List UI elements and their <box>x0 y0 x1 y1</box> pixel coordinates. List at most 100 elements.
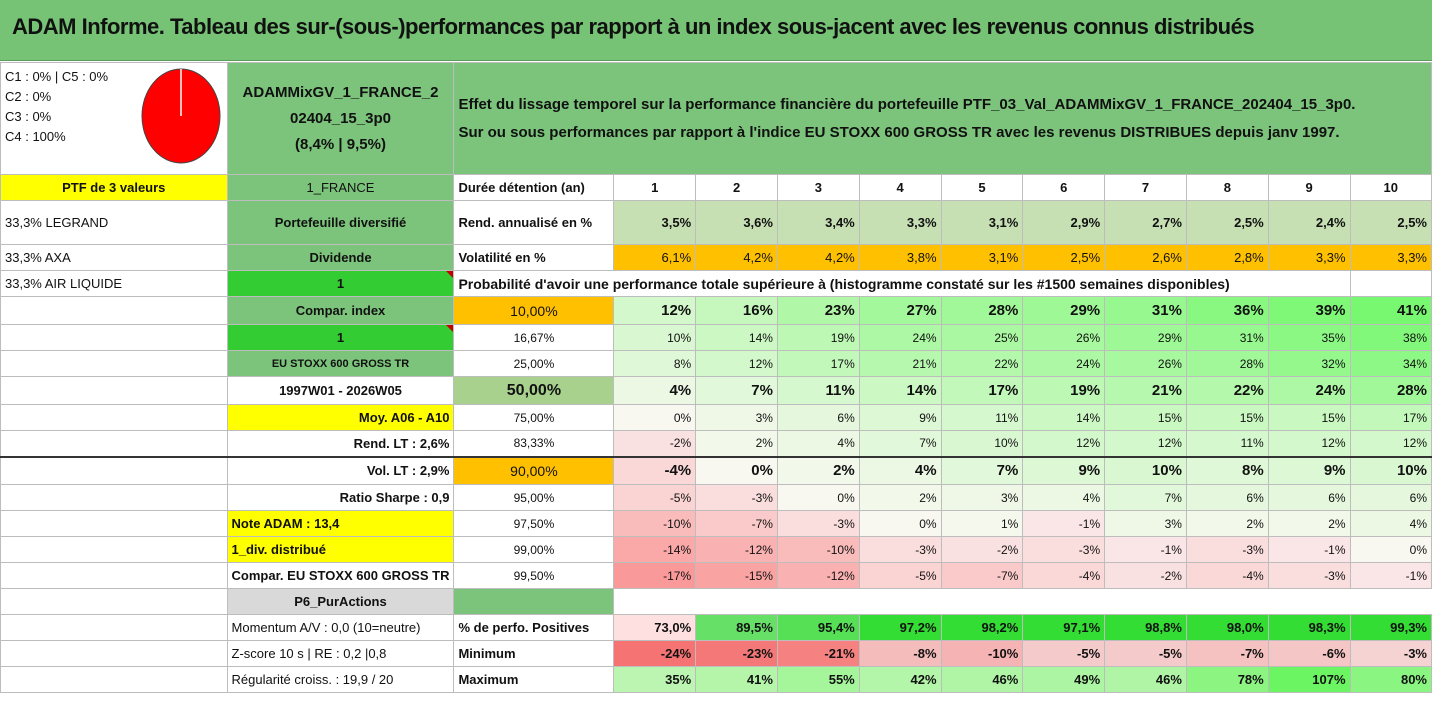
probability-value: 22% <box>1185 376 1269 405</box>
holding-air-liquide: 33,3% AIR LIQUIDE <box>0 270 228 297</box>
probability-value: 25% <box>940 324 1024 351</box>
dividend-flag[interactable]: 1 <box>226 270 455 297</box>
empty-cell <box>0 640 228 667</box>
rend-lt-label[interactable]: Rend. LT : 2,6% <box>226 430 455 458</box>
description-line2: Sur ou sous performances par rapport à l… <box>458 123 1340 141</box>
country-label[interactable]: 1_FRANCE <box>226 174 455 201</box>
empty-cell <box>0 536 228 563</box>
empty-cell <box>0 588 228 615</box>
threshold-value: 75,00% <box>453 404 615 431</box>
empty-cell <box>1350 589 1431 615</box>
vol-value: 2,8% <box>1185 244 1269 271</box>
probability-value: 38% <box>1349 324 1432 351</box>
positives-label: % de perfo. Positives <box>453 614 615 641</box>
year-7: 7 <box>1104 174 1187 201</box>
probability-value: 24% <box>858 324 942 351</box>
rend-value: 2,7% <box>1104 200 1187 245</box>
period-label[interactable]: 1997W01 - 2026W05 <box>226 376 455 405</box>
positives-value: 98,0% <box>1185 614 1269 641</box>
maximum-row: Régularité croiss. : 19,9 / 20 Maximum 35%… <box>0 666 1432 693</box>
compar-index-label[interactable]: Compar. index <box>226 296 455 325</box>
legend-c3: C3 : 0% <box>5 109 52 124</box>
probability-value: -3% <box>776 510 860 537</box>
positives-value: 98,8% <box>1104 614 1187 641</box>
vol-value: 3,3% <box>1267 244 1351 271</box>
minimum-value: -5% <box>1104 640 1187 667</box>
probability-value: 28% <box>1185 350 1269 377</box>
year-9: 9 <box>1267 174 1351 201</box>
probability-value: -3% <box>695 484 778 511</box>
momentum-label: Momentum A/V : 0,0 (10=neutre) <box>226 614 455 641</box>
positives-value: 98,2% <box>940 614 1024 641</box>
threshold-row: Compar. EU STOXX 600 GROSS TR 99,50% -17% -… <box>0 562 1432 589</box>
div-distributed-label[interactable]: 1_div. distribué <box>226 536 455 563</box>
probability-value: 19% <box>776 324 860 351</box>
avg-years-label[interactable]: Moy. A06 - A10 <box>226 404 455 431</box>
probability-value: 14% <box>1022 404 1106 431</box>
maximum-value: 41% <box>695 666 778 693</box>
profile-label[interactable]: P6_PurActions <box>226 588 455 615</box>
probability-value: 7% <box>858 430 942 458</box>
probability-value: 29% <box>1022 296 1106 325</box>
probability-value: -10% <box>613 510 697 537</box>
empty-green-cell <box>453 588 615 615</box>
probability-value: -3% <box>1185 536 1269 563</box>
portfolio-type[interactable]: Portefeuille diversifié <box>226 200 455 245</box>
maximum-label: Maximum <box>453 666 615 693</box>
proba-title: Probabilité d'avoir une performance tota… <box>453 270 1351 297</box>
positives-value: 97,2% <box>858 614 942 641</box>
probability-value: 28% <box>1349 376 1432 405</box>
probability-value: 2% <box>858 484 942 511</box>
allocation-pie-chart <box>141 68 221 164</box>
probability-value: -5% <box>613 484 697 511</box>
positives-value: 98,3% <box>1267 614 1351 641</box>
vol-value: 4,2% <box>776 244 860 271</box>
threshold-value: 99,50% <box>453 562 615 589</box>
adam-note-label[interactable]: Note ADAM : 13,4 <box>226 510 455 537</box>
minimum-value: -23% <box>695 640 778 667</box>
positives-value: 89,5% <box>695 614 778 641</box>
vol-lt-label[interactable]: Vol. LT : 2,9% <box>226 456 455 485</box>
probability-value: 11% <box>1185 430 1269 458</box>
threshold-value: 16,67% <box>453 324 615 351</box>
probability-value: 9% <box>1022 456 1106 485</box>
probability-value: 12% <box>1104 430 1187 458</box>
probability-value: -1% <box>1022 510 1106 537</box>
rend-value: 2,5% <box>1349 200 1432 245</box>
probability-value: 7% <box>695 376 778 405</box>
empty-cell <box>0 404 228 431</box>
probability-value: 3% <box>940 484 1024 511</box>
rend-value: 2,9% <box>1022 200 1106 245</box>
probability-value: 26% <box>1022 324 1106 351</box>
probability-value: 6% <box>776 404 860 431</box>
empty-cell <box>614 589 696 615</box>
minimum-value: -24% <box>613 640 697 667</box>
index-flag[interactable]: 1 <box>226 324 455 351</box>
maximum-value: 55% <box>776 666 860 693</box>
threshold-row: Compar. index 10,00% 12% 16% 23% 27% 28% 29% 31%… <box>0 296 1432 325</box>
probability-value: 6% <box>1349 484 1432 511</box>
minimum-value: -8% <box>858 640 942 667</box>
probability-value: 15% <box>1185 404 1269 431</box>
dividend-label[interactable]: Dividende <box>226 244 455 271</box>
probability-value: 32% <box>1267 350 1351 377</box>
empty-cell <box>777 589 859 615</box>
vol-value: 3,3% <box>1349 244 1432 271</box>
index-name[interactable]: EU STOXX 600 GROSS TR <box>226 350 455 377</box>
probability-value: 4% <box>776 430 860 458</box>
empty-cell <box>941 589 1023 615</box>
threshold-row: 1_div. distribué 99,00% -14% -12% -10% -3% -2%… <box>0 536 1432 563</box>
compar-index-name[interactable]: Compar. EU STOXX 600 GROSS TR <box>226 562 455 589</box>
maximum-value: 49% <box>1022 666 1106 693</box>
positives-row: Momentum A/V : 0,0 (10=neutre)% de perfo… <box>0 614 1432 641</box>
threshold-value: 95,00% <box>453 484 615 511</box>
threshold-value: 97,50% <box>453 510 615 537</box>
portfolio-name-cell[interactable]: ADAMMixGV_1_FRANCE_2 02404_15_3p0 (8,4% … <box>226 62 455 175</box>
year-3: 3 <box>776 174 860 201</box>
positives-value: 95,4% <box>776 614 860 641</box>
sharpe-label[interactable]: Ratio Sharpe : 0,9 <box>226 484 455 511</box>
minimum-value: -6% <box>1267 640 1351 667</box>
maximum-value: 46% <box>940 666 1024 693</box>
probability-value: 31% <box>1104 296 1187 325</box>
